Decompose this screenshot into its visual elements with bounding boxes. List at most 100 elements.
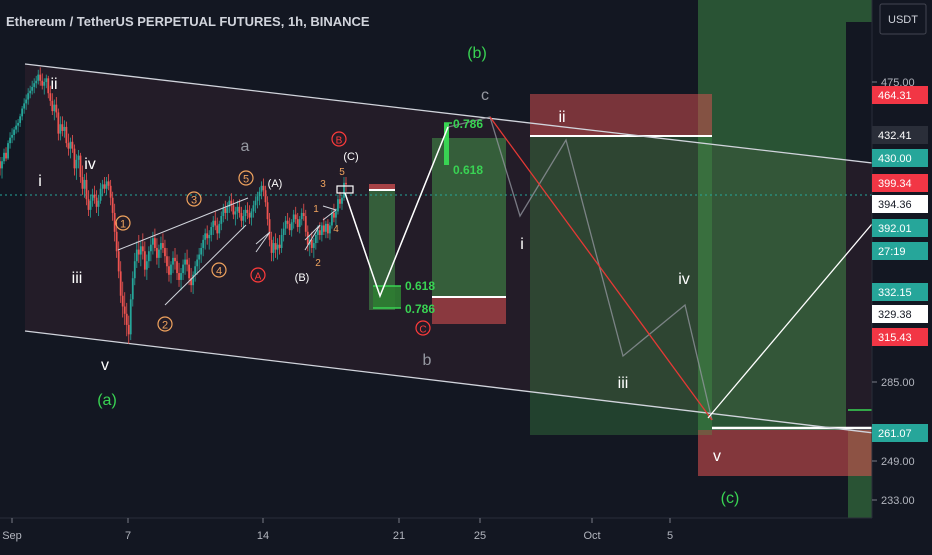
price-label: 399.34 bbox=[872, 174, 928, 192]
candle bbox=[198, 247, 201, 270]
target-zone-green-edge bbox=[846, 0, 872, 22]
wave-label-proj-i: i bbox=[520, 236, 524, 253]
candle-body bbox=[242, 216, 245, 221]
candle-body bbox=[296, 219, 299, 228]
candle-body bbox=[119, 271, 122, 296]
time-axis[interactable] bbox=[0, 518, 932, 550]
svg-text:5: 5 bbox=[243, 174, 249, 186]
candle bbox=[252, 200, 255, 218]
wave-label-small-5: 5 bbox=[339, 167, 345, 178]
price-label: 394.36 bbox=[872, 195, 928, 213]
candle bbox=[224, 200, 227, 220]
fib-label-lower-618: 0.618 bbox=[405, 279, 435, 293]
candle-body bbox=[7, 143, 9, 159]
candle-body bbox=[135, 249, 138, 262]
candle bbox=[266, 196, 269, 226]
candle bbox=[226, 202, 229, 221]
stop-zone-red-bottom bbox=[698, 430, 872, 476]
candle bbox=[248, 205, 251, 224]
candle-body bbox=[329, 225, 331, 234]
candle bbox=[25, 94, 28, 110]
wave-label-small-2: 2 bbox=[315, 258, 321, 269]
candle bbox=[149, 238, 152, 262]
time-tick-label: 7 bbox=[125, 530, 131, 542]
candle bbox=[105, 177, 108, 195]
candle-body bbox=[131, 278, 134, 300]
candle bbox=[164, 239, 166, 263]
candle-body bbox=[246, 209, 249, 213]
candle bbox=[260, 181, 263, 200]
candle bbox=[288, 217, 291, 235]
candle bbox=[284, 216, 287, 235]
price-label-text: 329.38 bbox=[878, 309, 912, 321]
candle-body bbox=[302, 212, 305, 217]
wave-label-grey-c: c bbox=[481, 87, 489, 104]
price-tick-label: 249.00 bbox=[881, 456, 915, 468]
candle-body bbox=[103, 184, 106, 189]
candle bbox=[27, 88, 30, 105]
candle bbox=[59, 116, 62, 141]
candle bbox=[95, 190, 98, 213]
candle-body bbox=[27, 93, 30, 100]
wave-circle-orange-1: 1 bbox=[115, 215, 131, 231]
candle-body bbox=[11, 134, 13, 138]
candle bbox=[123, 292, 126, 325]
candle-body bbox=[59, 124, 62, 134]
candle-body bbox=[170, 264, 172, 275]
wave-line-abc-1 bbox=[255, 231, 271, 253]
wave-label-small-4: 4 bbox=[333, 224, 339, 235]
time-tick-label: 5 bbox=[667, 530, 673, 542]
chart-title: Ethereum / TetherUS PERPETUAL FUTURES, 1… bbox=[6, 14, 370, 29]
candle bbox=[333, 203, 335, 223]
candle bbox=[77, 150, 80, 169]
wave-label-proj-ii: ii bbox=[558, 109, 565, 126]
candle bbox=[302, 203, 305, 221]
projection-path-white-c bbox=[707, 223, 873, 419]
candle-body bbox=[168, 266, 170, 275]
candle-body bbox=[121, 295, 124, 307]
candle-body bbox=[17, 122, 20, 126]
candle-body bbox=[164, 247, 166, 257]
candle bbox=[343, 177, 345, 201]
candle bbox=[111, 191, 114, 221]
candle-body bbox=[345, 182, 347, 185]
candle-body bbox=[127, 324, 130, 335]
time-tick-label: Oct bbox=[583, 530, 600, 542]
candle bbox=[65, 121, 68, 148]
candle bbox=[312, 238, 315, 258]
candle bbox=[322, 217, 325, 235]
candle bbox=[184, 252, 186, 275]
candle-body bbox=[39, 74, 42, 81]
candle bbox=[1, 157, 3, 179]
price-label-text: 432.41 bbox=[878, 130, 912, 142]
candle-body bbox=[99, 188, 102, 201]
candle-body bbox=[294, 214, 297, 220]
candle bbox=[75, 154, 78, 180]
candle bbox=[250, 208, 253, 226]
candle-body bbox=[256, 196, 259, 201]
candle bbox=[61, 116, 64, 137]
wave-line-1-3 bbox=[117, 197, 249, 251]
candle bbox=[246, 202, 249, 220]
candle bbox=[290, 219, 293, 237]
stop-zone-red-small bbox=[369, 184, 395, 190]
candle bbox=[192, 271, 195, 294]
candle-body bbox=[306, 231, 309, 245]
candle-body bbox=[280, 234, 283, 248]
candle bbox=[127, 315, 130, 344]
candle bbox=[274, 233, 277, 258]
candle bbox=[162, 233, 164, 253]
candle-body bbox=[278, 244, 281, 248]
candle-body bbox=[143, 251, 146, 270]
candle bbox=[228, 196, 231, 213]
fib-label-lower-786: 0.786 bbox=[405, 302, 435, 316]
candle-body bbox=[270, 239, 273, 253]
candle-body bbox=[117, 251, 120, 272]
currency-badge[interactable]: USDT bbox=[879, 3, 927, 35]
candle-body bbox=[85, 179, 88, 200]
candle bbox=[339, 191, 341, 209]
candle-body bbox=[248, 212, 251, 218]
candle-body bbox=[21, 108, 24, 117]
wave-label-proj-iv: iv bbox=[678, 271, 690, 288]
